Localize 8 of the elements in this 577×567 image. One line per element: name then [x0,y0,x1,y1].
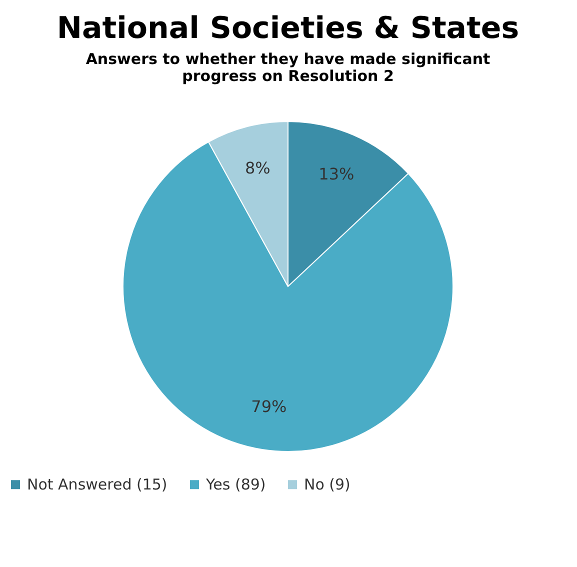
legend-label: Not Answered (15) [27,476,168,494]
legend-label: Yes (89) [205,476,266,494]
data-label: 13% [318,164,354,184]
chart-subtitle: Answers to whether they have made significant progress on Resolution 2 [86,50,490,85]
data-label: 8% [244,158,270,178]
data-label: 79% [251,397,287,416]
legend-label: No (9) [304,476,350,494]
chart-title: National Societies & States [56,11,520,46]
